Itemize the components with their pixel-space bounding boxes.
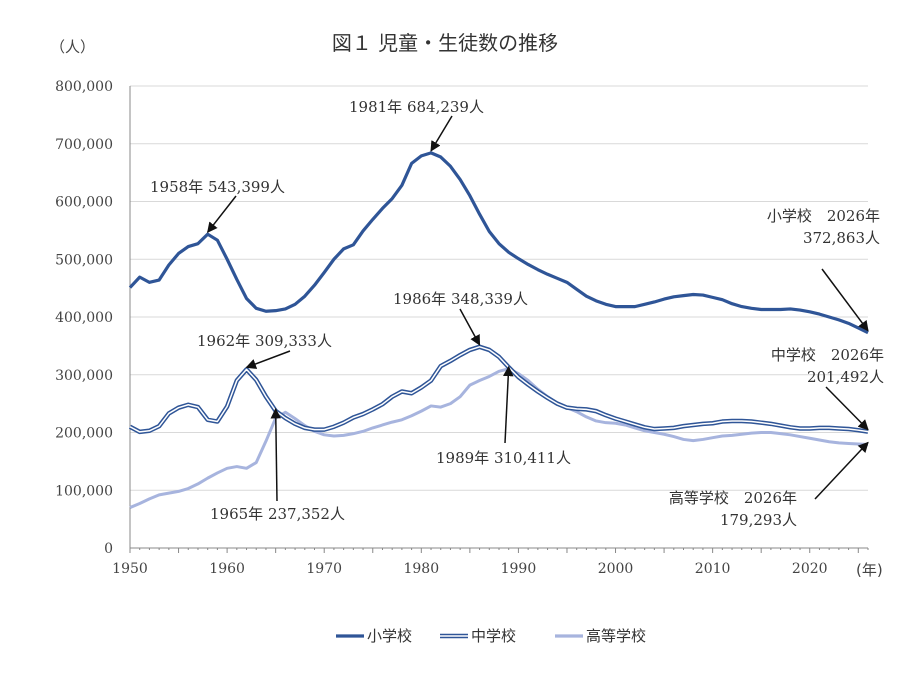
- series-line-chugakko-inner: [129, 346, 869, 433]
- annotation-label: 179,293人: [720, 511, 797, 529]
- x-tick-label: 1980: [403, 561, 439, 577]
- y-tick-label: 800,000: [55, 79, 113, 95]
- annotation-label: 1958年 543,399人: [150, 178, 285, 196]
- annotation-label: 201,492人: [807, 368, 884, 386]
- annotation-label: 中学校 2026年: [771, 346, 884, 364]
- x-tick-label: 2010: [695, 561, 731, 577]
- annotation-arrow: [270, 407, 282, 502]
- y-axis-unit-label: （人）: [50, 38, 95, 56]
- y-tick-label: 100,000: [55, 483, 113, 499]
- y-tick-label: 700,000: [55, 137, 113, 153]
- y-tick-label: 400,000: [55, 310, 113, 326]
- x-tick-label: 2000: [598, 561, 634, 577]
- y-tick-label: 0: [104, 541, 113, 557]
- legend-label: 高等学校: [586, 627, 646, 645]
- annotation-label: 1989年 310,411人: [436, 449, 571, 467]
- x-axis: 1950 1960 1970 1980 1990 2000 2010 2020: [112, 86, 869, 577]
- annotation-label: 小学校 2026年: [767, 207, 880, 225]
- y-tick-label: 600,000: [55, 195, 113, 211]
- legend-label: 小学校: [367, 627, 412, 645]
- annotation-arrow: [459, 308, 481, 346]
- y-tick-label: 200,000: [55, 426, 113, 442]
- annotation-arrow: [825, 386, 869, 431]
- legend: 小学校 中学校 高等学校: [336, 627, 646, 645]
- x-tick-label: 1960: [209, 561, 245, 577]
- x-tick-label: 1950: [112, 561, 148, 577]
- annotation-label: 高等学校 2026年: [669, 489, 797, 507]
- x-axis-unit-label: (年): [856, 561, 883, 579]
- y-tick-label: 500,000: [55, 252, 113, 268]
- series-line-kotogakko: [129, 367, 869, 509]
- annotation-arrow: [207, 195, 237, 234]
- y-axis-tick-labels: 0 100,000 200,000 300,000 400,000 500,000 600,…: [55, 79, 113, 557]
- gridlines: [130, 85, 868, 549]
- annotations: 1958年 543,399人 1981年 684,239人 1962年 309,33…: [150, 98, 884, 529]
- annotation-label: 1962年 309,333人: [197, 332, 332, 350]
- series-line-shogakko: [128, 151, 869, 335]
- series-line-chugakko: [128, 344, 869, 435]
- x-tick-label: 1970: [306, 561, 342, 577]
- x-tick-label: 1990: [501, 561, 537, 577]
- annotation-label: 1965年 237,352人: [210, 505, 345, 523]
- annotation-arrow: [821, 268, 869, 332]
- annotation-arrow: [814, 441, 869, 500]
- x-tick-label: 2020: [792, 561, 828, 577]
- annotation-arrow: [430, 115, 453, 152]
- annotation-arrow: [503, 365, 514, 444]
- annotation-label: 1986年 348,339人: [393, 290, 528, 308]
- annotation-label: 372,863人: [803, 229, 880, 247]
- series-lines: [128, 151, 869, 509]
- chart-title: 図１ 児童・生徒数の推移: [332, 31, 558, 55]
- annotation-arrow: [245, 350, 291, 369]
- y-tick-label: 300,000: [55, 368, 113, 384]
- legend-label: 中学校: [471, 627, 516, 645]
- annotation-label: 1981年 684,239人: [349, 98, 484, 116]
